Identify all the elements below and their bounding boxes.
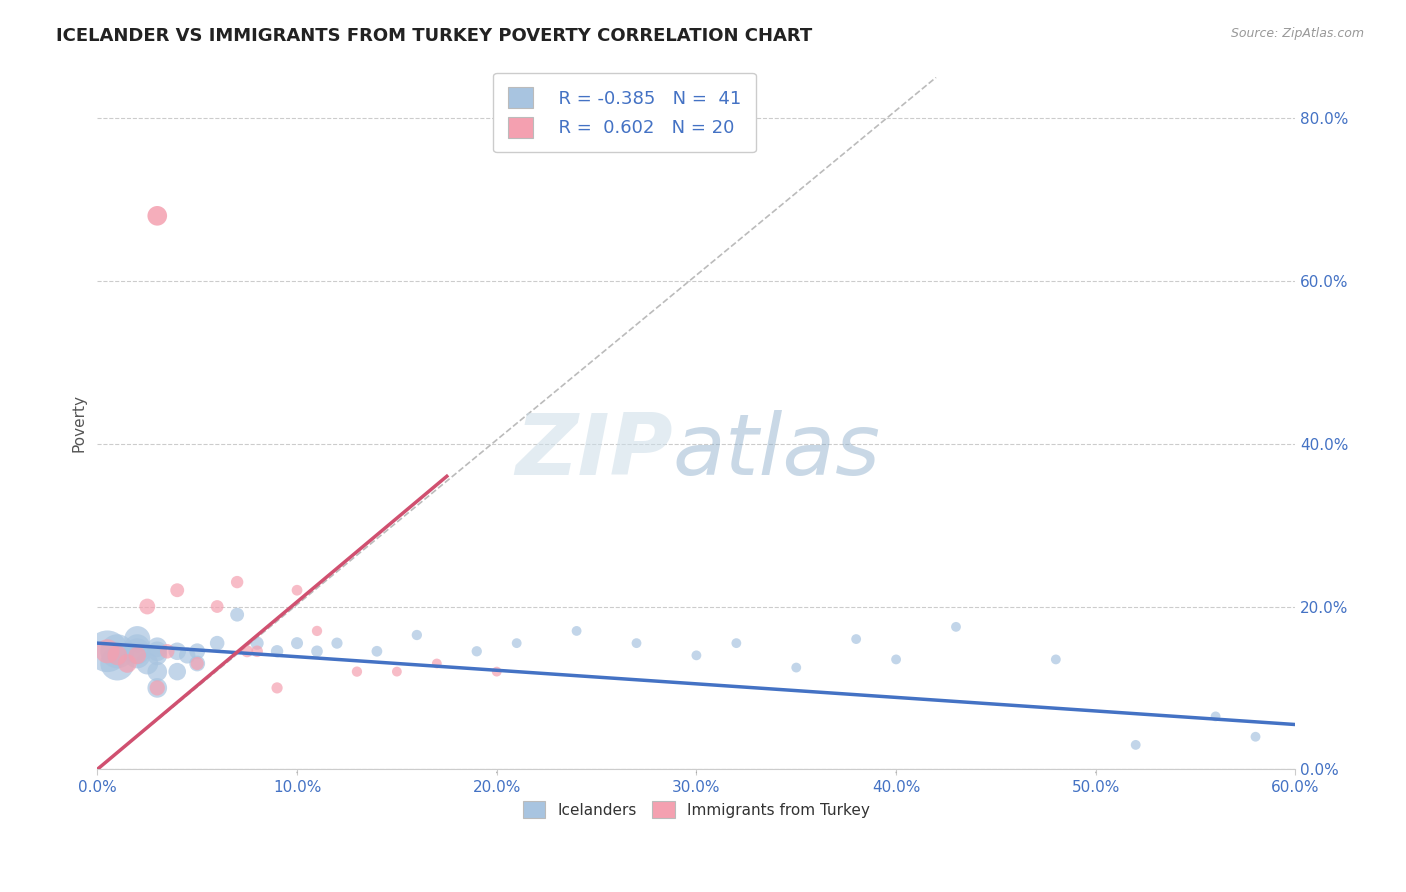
Point	[405, 628, 427, 642]
Point	[205, 599, 228, 614]
Point	[186, 644, 208, 658]
Point	[105, 644, 128, 658]
Point	[366, 644, 388, 658]
Point	[685, 648, 707, 663]
Point	[426, 657, 449, 671]
Point	[146, 209, 169, 223]
Point	[146, 644, 169, 658]
Point	[1205, 709, 1227, 723]
Point	[96, 644, 118, 658]
Point	[127, 640, 149, 655]
Point	[565, 624, 588, 638]
Point	[305, 644, 328, 658]
Point	[1045, 652, 1067, 666]
Point	[127, 648, 149, 663]
Point	[725, 636, 748, 650]
Point	[166, 644, 188, 658]
Point	[485, 665, 508, 679]
Point	[226, 575, 249, 590]
Point	[205, 636, 228, 650]
Point	[105, 648, 128, 663]
Point	[266, 681, 288, 695]
Point	[246, 644, 269, 658]
Point	[385, 665, 408, 679]
Point	[156, 644, 179, 658]
Point	[127, 632, 149, 646]
Point	[1125, 738, 1147, 752]
Y-axis label: Poverty: Poverty	[72, 394, 86, 452]
Text: Source: ZipAtlas.com: Source: ZipAtlas.com	[1230, 27, 1364, 40]
Point	[626, 636, 648, 650]
Legend: Icelanders, Immigrants from Turkey: Icelanders, Immigrants from Turkey	[516, 795, 876, 824]
Point	[146, 640, 169, 655]
Point	[146, 681, 169, 695]
Point	[285, 636, 308, 650]
Point	[236, 644, 259, 658]
Text: atlas: atlas	[672, 409, 880, 492]
Point	[246, 636, 269, 650]
Point	[136, 599, 159, 614]
Point	[146, 648, 169, 663]
Point	[505, 636, 527, 650]
Text: ZIP: ZIP	[515, 409, 672, 492]
Point	[266, 644, 288, 658]
Point	[166, 665, 188, 679]
Point	[465, 644, 488, 658]
Point	[945, 620, 967, 634]
Point	[96, 644, 118, 658]
Point	[146, 681, 169, 695]
Point	[1244, 730, 1267, 744]
Point	[226, 607, 249, 622]
Point	[305, 624, 328, 638]
Point	[785, 660, 807, 674]
Point	[166, 583, 188, 598]
Point	[127, 644, 149, 658]
Point	[176, 648, 198, 663]
Point	[117, 657, 139, 671]
Point	[127, 648, 149, 663]
Point	[326, 636, 349, 650]
Point	[186, 657, 208, 671]
Point	[146, 665, 169, 679]
Point	[186, 657, 208, 671]
Point	[285, 583, 308, 598]
Point	[845, 632, 868, 646]
Text: ICELANDER VS IMMIGRANTS FROM TURKEY POVERTY CORRELATION CHART: ICELANDER VS IMMIGRANTS FROM TURKEY POVE…	[56, 27, 813, 45]
Point	[105, 657, 128, 671]
Point	[884, 652, 907, 666]
Point	[346, 665, 368, 679]
Point	[136, 657, 159, 671]
